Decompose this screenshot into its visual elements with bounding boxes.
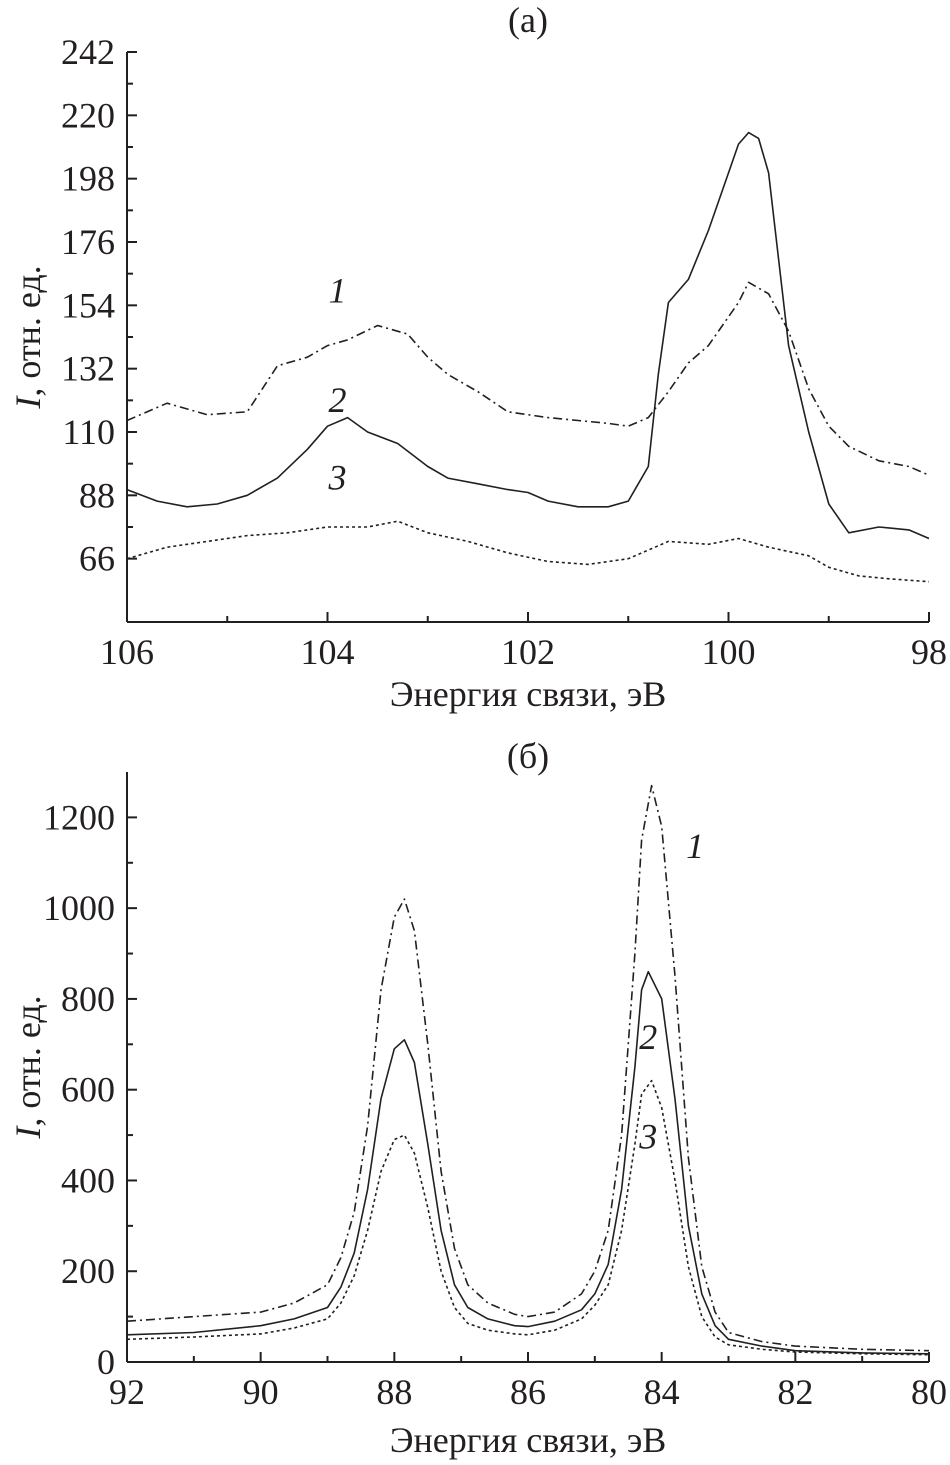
y-tick-label: 176 bbox=[61, 222, 115, 262]
y-axis-title-symbol: I bbox=[8, 1125, 48, 1140]
y-tick-label: 1200 bbox=[43, 797, 115, 837]
y-tick-label: 66 bbox=[79, 539, 115, 579]
panel-a: 106 104 102 100 986688110132154176198220242(… bbox=[8, 0, 947, 714]
x-tick-label: 84 bbox=[644, 1372, 680, 1412]
x-tick-label: 104 bbox=[301, 632, 355, 672]
x-tick-label: 106 bbox=[100, 632, 154, 672]
y-tick-label: 220 bbox=[61, 95, 115, 135]
y-axis-title-symbol: I bbox=[8, 395, 48, 410]
y-tick-label: 154 bbox=[61, 285, 115, 325]
y-tick-label: 600 bbox=[61, 1070, 115, 1110]
y-axis-title-text: , отн. ед. bbox=[8, 995, 48, 1126]
series-line-1 bbox=[126, 784, 930, 1352]
y-tick-label: 242 bbox=[61, 32, 115, 72]
y-tick-label: 132 bbox=[61, 349, 115, 389]
x-axis-title: Энергия связи, эВ bbox=[390, 674, 667, 714]
y-tick-label: 200 bbox=[61, 1251, 115, 1291]
y-tick-label: 800 bbox=[61, 979, 115, 1019]
series-line-3 bbox=[126, 520, 930, 583]
series-line-2 bbox=[126, 970, 930, 1355]
y-tick-label: 1000 bbox=[43, 888, 115, 928]
x-axis-title: Энергия связи, эВ bbox=[390, 1420, 667, 1460]
curve-label: 2 bbox=[329, 380, 347, 420]
y-axis-title-text: , отн. ед. bbox=[8, 265, 48, 396]
curve-label: 2 bbox=[639, 1017, 657, 1057]
curve-label: 1 bbox=[686, 826, 704, 866]
y-tick-label: 198 bbox=[61, 159, 115, 199]
curve-label: 1 bbox=[329, 270, 347, 310]
y-tick-label: 110 bbox=[62, 412, 115, 452]
series-line-1 bbox=[126, 281, 930, 476]
y-tick-label: 0 bbox=[97, 1342, 115, 1382]
x-tick-label: 92 bbox=[109, 1372, 145, 1412]
x-tick-label: 100 bbox=[702, 632, 756, 672]
x-tick-label: 82 bbox=[777, 1372, 813, 1412]
x-tick-label: 88 bbox=[376, 1372, 412, 1412]
x-tick-label: 90 bbox=[243, 1372, 279, 1412]
series-line-2 bbox=[126, 131, 930, 540]
x-tick-label: 98 bbox=[911, 632, 947, 672]
y-tick-label: 400 bbox=[61, 1160, 115, 1200]
y-tick-label: 88 bbox=[79, 475, 115, 515]
y-axis-title: I, отн. ед. bbox=[8, 995, 48, 1139]
y-axis-title: I, отн. ед. bbox=[8, 265, 48, 409]
x-tick-label: 80 bbox=[911, 1372, 947, 1412]
x-tick-label: 86 bbox=[510, 1372, 546, 1412]
panel-label: (б) bbox=[507, 736, 549, 776]
curve-label: 3 bbox=[328, 458, 347, 498]
panel-label: (а) bbox=[508, 0, 548, 40]
curve-label: 3 bbox=[638, 1117, 657, 1157]
x-tick-label: 102 bbox=[501, 632, 555, 672]
panel-b: 92 90 88 86 84 82 80020040060080010001200(б)Эн… bbox=[8, 736, 947, 1460]
series-line-3 bbox=[126, 1079, 930, 1356]
